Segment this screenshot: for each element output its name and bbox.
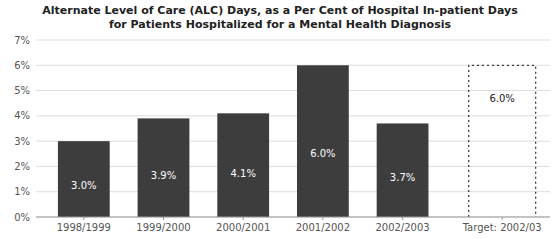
y-tick-label: 4% [14,110,30,121]
y-tick-label: 0% [14,212,30,223]
y-tick-label: 5% [14,85,30,96]
data-label: 6.0% [310,148,335,159]
subtitle: for Patients Hospitalized for a Mental H… [109,18,452,31]
data-label: 3.0% [71,180,96,191]
x-tick-label: 1999/2000 [136,222,190,233]
grid-line [36,115,550,116]
data-label: 3.9% [151,170,176,181]
bar [377,123,429,217]
y-tick-label: 2% [14,161,30,172]
grid-line [36,40,550,41]
grid-line [36,90,550,91]
bar [297,65,349,217]
grid-line [36,217,550,218]
data-label: 4.1% [230,168,255,179]
x-tick [322,217,323,220]
x-tick-label: Target: 2002/03 [462,222,542,233]
bar [138,118,190,217]
x-tick-label: 2000/2001 [216,222,270,233]
x-tick [402,217,403,220]
target-box [469,65,536,217]
x-tick-label: 2001/2002 [296,222,350,233]
x-axis [36,217,550,218]
grid-line [36,141,550,142]
x-tick-label: 2002/2003 [375,222,429,233]
grid [36,40,550,217]
marks [58,65,536,217]
x-tick [163,217,164,220]
y-tick-label: 7% [14,35,30,46]
x-tick [83,217,84,220]
data-label: 3.7% [390,172,415,183]
x-tick [243,217,244,220]
x-tick [502,217,503,220]
y-tick-label: 6% [14,60,30,71]
chart: Alternate Level of Care (ALC) Days, as a… [0,0,560,239]
title: Alternate Level of Care (ALC) Days, as a… [42,4,518,17]
grid-line [36,166,550,167]
x-tick-label: 1998/1999 [57,222,111,233]
target-label: 6.0% [489,93,514,104]
y-tick-label: 1% [14,186,30,197]
grid-line [36,191,550,192]
y-tick-label: 3% [14,136,30,147]
bar [217,113,269,217]
bar [58,141,110,217]
